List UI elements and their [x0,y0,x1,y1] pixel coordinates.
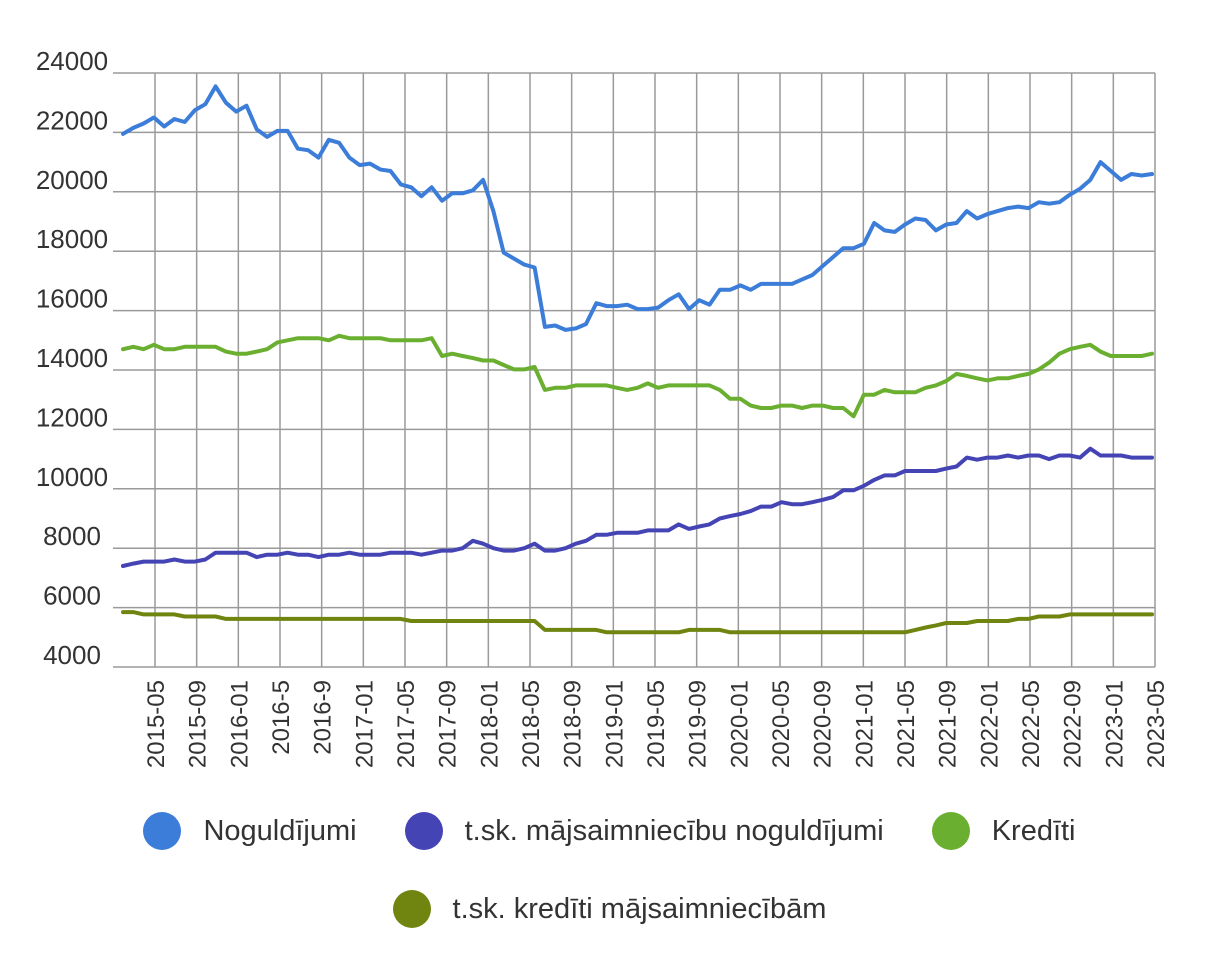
y-tick-label: 14000 [36,343,108,373]
legend-marker-krediti [931,812,970,850]
x-tick-label: 2022-05 [1018,680,1045,768]
x-tick-label: 2015-09 [185,680,212,768]
legend-item-krediti: Kredīti [931,812,1076,850]
legend-label-majsaimniecibu-noguldijumi: t.sk. mājsaimniecību noguldījumi [464,814,884,847]
legend-marker-krediti-majsaimniecibam [392,890,431,928]
series-line-2 [121,333,1154,419]
x-tick-label: 2020-09 [810,680,837,768]
x-tick-label: 2016-9 [310,680,337,755]
y-tick-label: 10000 [36,462,108,492]
legend-item-noguldijumi: Noguldījumi [143,812,357,850]
legend-label-krediti-majsaimniecibam: t.sk. kredīti mājsaimniecībām [452,892,827,925]
series-line-0 [121,84,1154,332]
x-tick-label: 2019-01 [601,680,628,768]
legend-marker-majsaimniecibu-noguldijumi [404,812,443,850]
y-tick-label: 6000 [43,581,101,611]
x-tick-label: 2022-01 [976,680,1003,768]
x-tick-label: 2017-05 [393,680,420,768]
x-tick-label: 2018-01 [476,680,503,768]
y-tick-label: 4000 [43,640,101,670]
y-tick-label: 8000 [43,521,101,551]
x-tick-label: 2021-09 [935,680,962,768]
x-tick-label: 2020-05 [768,680,795,768]
legend-label-noguldijumi: Noguldījumi [203,814,357,847]
x-tick-label: 2023-05 [1143,680,1170,768]
x-tick-label: 2019-05 [643,680,670,768]
x-tick-label: 2017-01 [351,680,378,768]
legend-marker-noguldijumi [143,812,182,850]
x-tick-label: 2016-5 [268,680,295,755]
y-tick-label: 24000 [36,46,108,76]
legend-row-2: t.sk. kredīti mājsaimniecībām [0,890,1219,928]
y-tick-label: 18000 [36,224,108,254]
x-tick-label: 2016-01 [226,680,253,768]
series-line-3 [121,610,1154,635]
legend-row-1: Noguldījumi t.sk. mājsaimniecību noguldī… [0,812,1219,850]
x-tick-label: 2021-01 [851,680,878,768]
x-tick-label: 2023-01 [1101,680,1128,768]
line-chart: 24000 22000 20000 18000 16000 14000 12000 10000… [36,46,1170,768]
x-tick-label: 2017-09 [435,680,462,768]
series-line-1 [121,446,1154,568]
y-tick-label: 22000 [36,105,108,135]
legend-label-krediti: Kredīti [991,814,1076,847]
x-tick-label: 2018-05 [518,680,545,768]
y-tick-label: 12000 [36,402,108,432]
x-tick-label: 2020-01 [726,680,753,768]
x-tick-label: 2022-09 [1060,680,1087,768]
legend-item-majsaimniecibu-noguldijumi: t.sk. mājsaimniecību noguldījumi [404,812,884,850]
x-tick-label: 2015-05 [143,680,170,768]
x-tick-label: 2019-09 [685,680,712,768]
legend-item-krediti-majsaimniecibam: t.sk. kredīti mājsaimniecībām [392,890,827,928]
y-tick-label: 16000 [36,284,108,314]
x-tick-label: 2018-09 [560,680,587,768]
x-tick-label: 2021-05 [893,680,920,768]
y-tick-label: 20000 [36,165,108,195]
